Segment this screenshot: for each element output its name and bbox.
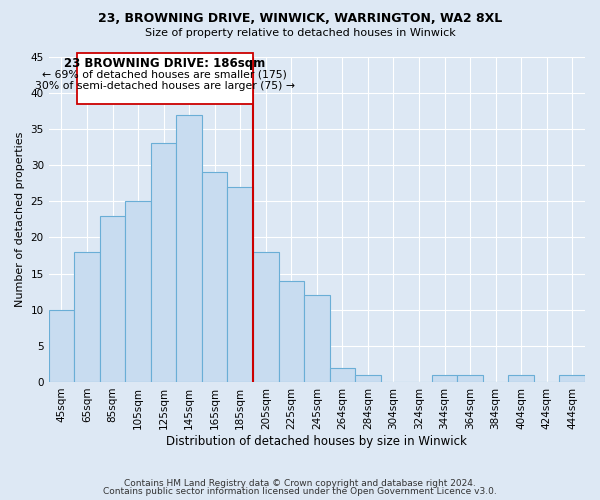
Bar	[202, 172, 227, 382]
Bar	[304, 295, 329, 382]
Bar	[176, 114, 202, 382]
Text: Contains public sector information licensed under the Open Government Licence v3: Contains public sector information licen…	[103, 487, 497, 496]
Bar	[329, 368, 355, 382]
Bar	[559, 374, 585, 382]
FancyBboxPatch shape	[77, 53, 253, 104]
Bar	[151, 144, 176, 382]
Bar	[355, 374, 380, 382]
Text: ← 69% of detached houses are smaller (175): ← 69% of detached houses are smaller (17…	[43, 69, 287, 79]
Bar	[253, 252, 278, 382]
Text: Contains HM Land Registry data © Crown copyright and database right 2024.: Contains HM Land Registry data © Crown c…	[124, 478, 476, 488]
Y-axis label: Number of detached properties: Number of detached properties	[15, 132, 25, 307]
Text: 23 BROWNING DRIVE: 186sqm: 23 BROWNING DRIVE: 186sqm	[64, 57, 265, 70]
Bar	[457, 374, 483, 382]
Bar	[278, 281, 304, 382]
Bar	[49, 310, 74, 382]
Bar	[74, 252, 100, 382]
X-axis label: Distribution of detached houses by size in Winwick: Distribution of detached houses by size …	[166, 434, 467, 448]
Text: Size of property relative to detached houses in Winwick: Size of property relative to detached ho…	[145, 28, 455, 38]
Bar	[432, 374, 457, 382]
Text: 30% of semi-detached houses are larger (75) →: 30% of semi-detached houses are larger (…	[35, 80, 295, 90]
Text: 23, BROWNING DRIVE, WINWICK, WARRINGTON, WA2 8XL: 23, BROWNING DRIVE, WINWICK, WARRINGTON,…	[98, 12, 502, 26]
Bar	[100, 216, 125, 382]
Bar	[227, 187, 253, 382]
Bar	[125, 202, 151, 382]
Bar	[508, 374, 534, 382]
